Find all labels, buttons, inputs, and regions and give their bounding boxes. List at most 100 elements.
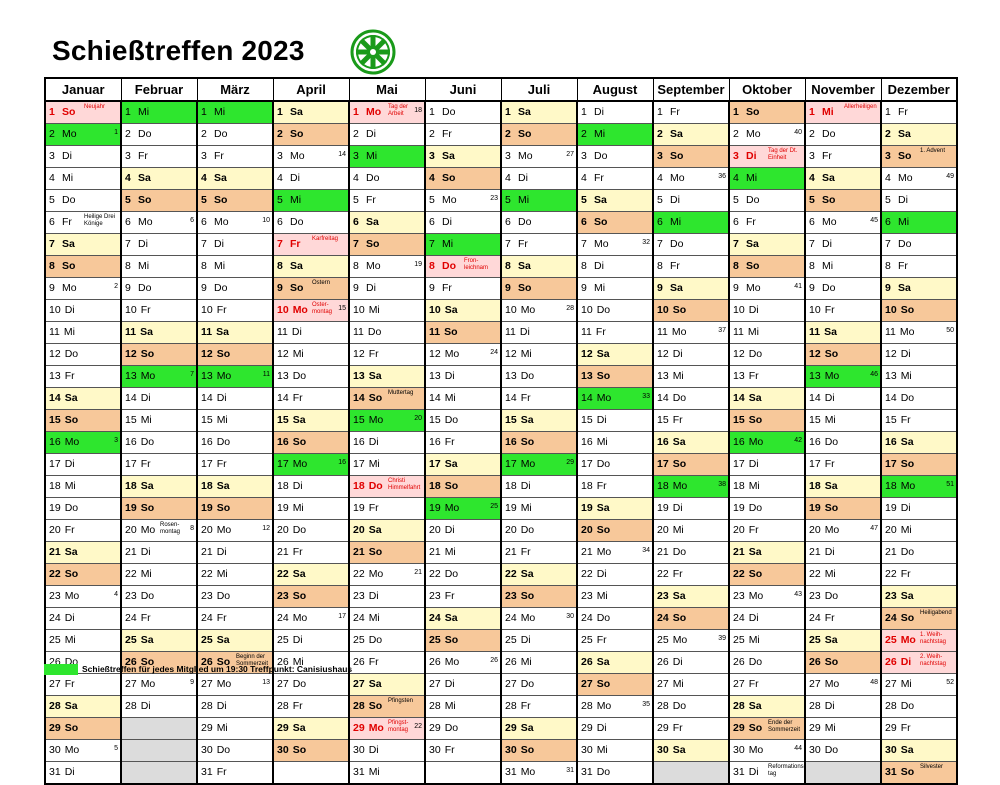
day-cell[interactable]: 22 Mi xyxy=(120,563,198,586)
day-cell[interactable]: 4 Sa xyxy=(196,167,274,190)
day-cell[interactable]: 11 Mo 37 xyxy=(652,321,730,344)
day-cell[interactable]: 17 Di xyxy=(728,453,806,476)
day-cell[interactable]: 4 Mo 36 xyxy=(652,167,730,190)
day-cell[interactable]: 24 Mo 17 xyxy=(272,607,350,630)
day-cell[interactable]: 19 Do xyxy=(44,497,122,520)
day-cell[interactable]: 1 Di xyxy=(576,100,654,124)
day-cell[interactable]: 7 Di xyxy=(804,233,882,256)
day-cell[interactable]: 16 So xyxy=(500,431,578,454)
day-cell[interactable]: 10 Mi xyxy=(348,299,426,322)
day-cell[interactable]: 13 Di xyxy=(424,365,502,388)
day-cell[interactable]: 6 Fr Heilige Drei Könige xyxy=(44,211,122,234)
day-cell[interactable]: 15 So xyxy=(728,409,806,432)
day-cell[interactable] xyxy=(120,761,198,785)
day-cell[interactable]: 12 Do xyxy=(728,343,806,366)
day-cell[interactable]: 31 Mo 31 xyxy=(500,761,578,785)
day-cell[interactable]: 16 Mo 42 xyxy=(728,431,806,454)
day-cell[interactable]: 23 Di xyxy=(348,585,426,608)
day-cell[interactable]: 5 Di xyxy=(652,189,730,212)
day-cell[interactable]: 4 Mo 49 xyxy=(880,167,958,190)
day-cell[interactable]: 6 Mi xyxy=(880,211,958,234)
day-cell[interactable]: 1 Sa xyxy=(500,100,578,124)
day-cell[interactable]: 18 Fr xyxy=(576,475,654,498)
day-cell[interactable]: 4 Mi xyxy=(728,167,806,190)
day-cell[interactable]: 30 Mi xyxy=(576,739,654,762)
day-cell[interactable]: 14 So Muttertag xyxy=(348,387,426,410)
day-cell[interactable]: 13 Sa xyxy=(348,365,426,388)
day-cell[interactable]: 15 Sa xyxy=(272,409,350,432)
day-cell[interactable]: 16 Di xyxy=(348,431,426,454)
day-cell[interactable]: 26 Fr xyxy=(348,651,426,674)
day-cell[interactable]: 2 Sa xyxy=(880,123,958,146)
day-cell[interactable]: 31 Do xyxy=(576,761,654,785)
day-cell[interactable]: 11 Sa xyxy=(804,321,882,344)
day-cell[interactable]: 30 Di xyxy=(348,739,426,762)
day-cell[interactable]: 5 So xyxy=(196,189,274,212)
day-cell[interactable]: 4 Fr xyxy=(576,167,654,190)
day-cell[interactable]: 15 Mo 20 xyxy=(348,409,426,432)
day-cell[interactable]: 19 Sa xyxy=(576,497,654,520)
day-cell[interactable]: 30 So xyxy=(500,739,578,762)
day-cell[interactable]: 5 Mi xyxy=(500,189,578,212)
day-cell[interactable]: 18 Mo 51 xyxy=(880,475,958,498)
day-cell[interactable]: 5 So xyxy=(120,189,198,212)
day-cell[interactable]: 1 Mo Tag der Arbeit 18 xyxy=(348,100,426,124)
day-cell[interactable]: 2 So xyxy=(272,123,350,146)
day-cell[interactable]: 26 Mo 26 xyxy=(424,651,502,674)
day-cell[interactable]: 21 Mi xyxy=(424,541,502,564)
day-cell[interactable]: 18 Di xyxy=(500,475,578,498)
day-cell[interactable]: 19 Mo 25 xyxy=(424,497,502,520)
day-cell[interactable]: 7 Do xyxy=(880,233,958,256)
day-cell[interactable]: 1 Do xyxy=(424,100,502,124)
day-cell[interactable]: 14 Di xyxy=(120,387,198,410)
day-cell[interactable]: 29 Mi xyxy=(196,717,274,740)
day-cell[interactable]: 23 So xyxy=(272,585,350,608)
day-cell[interactable]: 8 Mi xyxy=(120,255,198,278)
day-cell[interactable]: 11 Sa xyxy=(196,321,274,344)
day-cell[interactable] xyxy=(804,761,882,785)
day-cell[interactable]: 26 Di xyxy=(652,651,730,674)
day-cell[interactable]: 3 So xyxy=(652,145,730,168)
day-cell[interactable]: 11 Mi xyxy=(44,321,122,344)
day-cell[interactable]: 20 Mo Rosen-montag 8 xyxy=(120,519,198,542)
day-cell[interactable]: 23 So xyxy=(500,585,578,608)
day-cell[interactable]: 30 Mo 44 xyxy=(728,739,806,762)
day-cell[interactable]: 23 Mi xyxy=(576,585,654,608)
day-cell[interactable]: 1 So xyxy=(728,100,806,124)
day-cell[interactable]: 26 So xyxy=(804,651,882,674)
day-cell[interactable]: 14 Do xyxy=(880,387,958,410)
day-cell[interactable]: 23 Do xyxy=(196,585,274,608)
day-cell[interactable]: 26 So Beginn der Sommerzeit xyxy=(196,651,274,674)
day-cell[interactable]: 3 Fr xyxy=(804,145,882,168)
day-cell[interactable]: 25 Do xyxy=(348,629,426,652)
day-cell[interactable]: 8 Do Fron-leichnam xyxy=(424,255,502,278)
day-cell[interactable]: 30 So xyxy=(272,739,350,762)
day-cell[interactable]: 19 Fr xyxy=(348,497,426,520)
day-cell[interactable]: 25 So xyxy=(424,629,502,652)
day-cell[interactable]: 2 Do xyxy=(120,123,198,146)
day-cell[interactable]: 20 Mi xyxy=(880,519,958,542)
day-cell[interactable]: 23 Sa xyxy=(652,585,730,608)
day-cell[interactable]: 19 Do xyxy=(728,497,806,520)
day-cell[interactable] xyxy=(272,761,350,785)
day-cell[interactable]: 27 Mo 13 xyxy=(196,673,274,696)
day-cell[interactable]: 15 Do xyxy=(424,409,502,432)
day-cell[interactable]: 12 Mi xyxy=(272,343,350,366)
day-cell[interactable]: 16 Mi xyxy=(576,431,654,454)
day-cell[interactable]: 9 So xyxy=(500,277,578,300)
day-cell[interactable]: 29 Mi xyxy=(804,717,882,740)
day-cell[interactable]: 24 Fr xyxy=(196,607,274,630)
day-cell[interactable]: 24 Fr xyxy=(120,607,198,630)
day-cell[interactable]: 7 Mi xyxy=(424,233,502,256)
day-cell[interactable]: 4 Mi xyxy=(44,167,122,190)
day-cell[interactable]: 6 Mi xyxy=(652,211,730,234)
day-cell[interactable]: 13 Mo 46 xyxy=(804,365,882,388)
day-cell[interactable]: 22 So xyxy=(44,563,122,586)
day-cell[interactable]: 2 Mi xyxy=(576,123,654,146)
day-cell[interactable]: 29 Fr xyxy=(652,717,730,740)
day-cell[interactable]: 29 Di xyxy=(576,717,654,740)
day-cell[interactable]: 29 So xyxy=(44,717,122,740)
day-cell[interactable]: 9 Do xyxy=(120,277,198,300)
day-cell[interactable]: 24 So xyxy=(652,607,730,630)
day-cell[interactable]: 17 Fr xyxy=(120,453,198,476)
